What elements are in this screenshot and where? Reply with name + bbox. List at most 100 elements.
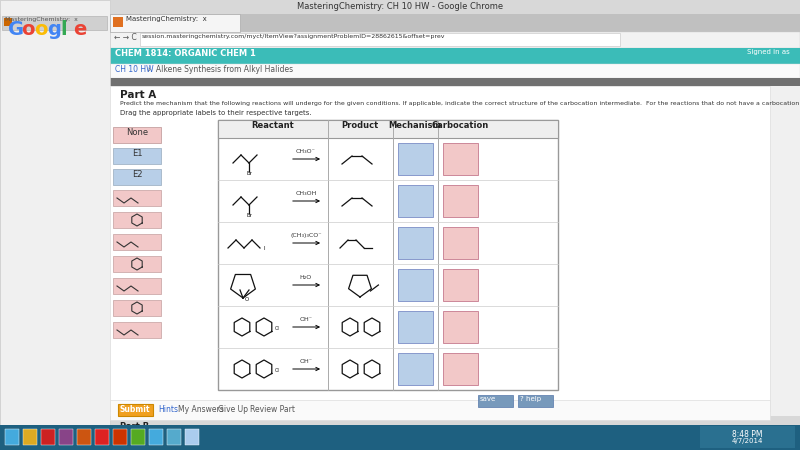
Text: 8:48 PM: 8:48 PM [732, 430, 762, 439]
Bar [398, 143, 433, 175]
Bar [0, 14, 110, 32]
Bar [443, 269, 478, 301]
Text: Carbocation: Carbocation [431, 121, 489, 130]
Text: E1: E1 [132, 149, 142, 158]
Bar [218, 120, 558, 138]
Text: o: o [21, 20, 34, 39]
Text: Drag the appropriate labels to their respective targets.: Drag the appropriate labels to their res… [120, 110, 312, 116]
Text: Submit: Submit [120, 405, 150, 414]
Text: Predict the mechanism that the following reactions will undergo for the given co: Predict the mechanism that the following… [120, 101, 800, 106]
Bar [41, 429, 55, 445]
Bar [443, 185, 478, 217]
Text: CH 10 HW: CH 10 HW [115, 65, 154, 74]
Text: OH⁻: OH⁻ [299, 359, 313, 364]
Text: save: save [480, 396, 496, 402]
Text: Hints: Hints [158, 405, 178, 414]
Text: I: I [263, 246, 265, 251]
Bar [0, 425, 800, 450]
Bar [113, 429, 127, 445]
Bar [398, 227, 433, 259]
Text: MasteringChemistry:  x: MasteringChemistry: x [5, 17, 78, 22]
Bar [218, 120, 558, 390]
Bar [59, 429, 73, 445]
Bar [113, 256, 161, 272]
Text: ? help: ? help [520, 396, 541, 402]
Bar [443, 353, 478, 385]
Bar [443, 227, 478, 259]
Text: MasteringChemistry:  x: MasteringChemistry: x [126, 16, 206, 22]
Bar [4, 18, 12, 26]
Bar [185, 429, 199, 445]
Bar [110, 78, 800, 86]
Text: Cl: Cl [275, 327, 280, 332]
Bar [518, 395, 553, 407]
Text: o: o [34, 20, 47, 39]
Bar [113, 234, 161, 250]
Text: H₂O: H₂O [300, 275, 312, 280]
Bar [110, 86, 800, 416]
Text: Product: Product [342, 121, 378, 130]
Text: None: None [126, 128, 148, 137]
Bar [110, 86, 770, 411]
Bar [110, 64, 800, 78]
Bar [118, 404, 153, 416]
Bar [110, 400, 770, 420]
Bar [113, 127, 161, 143]
Text: Cl: Cl [275, 369, 280, 373]
Bar [113, 278, 161, 294]
Bar [113, 169, 161, 185]
Bar [113, 17, 123, 27]
Bar [443, 311, 478, 343]
Bar [398, 311, 433, 343]
Bar [443, 143, 478, 175]
Text: e: e [73, 20, 86, 39]
Text: Mechanism: Mechanism [389, 121, 442, 130]
Text: G: G [8, 20, 24, 39]
Text: MasteringChemistry: CH 10 HW - Google Chrome: MasteringChemistry: CH 10 HW - Google Ch… [297, 2, 503, 11]
Bar [398, 353, 433, 385]
Bar [398, 269, 433, 301]
Bar [113, 190, 161, 206]
Bar [0, 0, 800, 14]
Text: CH₃O⁻: CH₃O⁻ [296, 149, 316, 154]
Text: Signed in as: Signed in as [747, 49, 790, 55]
Text: ›  Alkene Synthesis from Alkyl Halides: › Alkene Synthesis from Alkyl Halides [148, 65, 293, 74]
Bar [140, 33, 620, 46]
Bar [5, 429, 19, 445]
Text: OH⁻: OH⁻ [299, 317, 313, 322]
Text: My Answers: My Answers [178, 405, 224, 414]
Text: g: g [47, 20, 61, 39]
Text: CHEM 1814: ORGANIC CHEM 1: CHEM 1814: ORGANIC CHEM 1 [115, 49, 256, 58]
Bar [0, 14, 800, 32]
Text: Part A: Part A [120, 90, 156, 100]
Text: 4/7/2014: 4/7/2014 [732, 438, 763, 444]
Text: l: l [60, 20, 66, 39]
Bar [131, 429, 145, 445]
Text: CH₃OH: CH₃OH [295, 191, 317, 196]
Bar [700, 426, 795, 448]
Text: O: O [245, 297, 249, 302]
Text: E2: E2 [132, 170, 142, 179]
Bar [77, 429, 91, 445]
Text: Br: Br [246, 171, 252, 176]
Text: Reactant: Reactant [252, 121, 294, 130]
Bar [478, 395, 513, 407]
Bar [110, 48, 800, 64]
Bar [95, 429, 109, 445]
Text: session.masteringchemistry.com/myct/ItemView?assignmentProblemID=28862615&offset: session.masteringchemistry.com/myct/Item… [142, 34, 446, 39]
Text: Review Part: Review Part [250, 405, 295, 414]
Bar [110, 14, 240, 32]
Bar [113, 322, 161, 338]
Bar [110, 32, 800, 48]
Bar [0, 0, 110, 425]
Text: Br: Br [246, 213, 252, 218]
Bar [398, 185, 433, 217]
Text: Part B: Part B [120, 422, 149, 431]
Bar [23, 429, 37, 445]
Bar [167, 429, 181, 445]
Bar [113, 212, 161, 228]
Bar [113, 300, 161, 316]
Text: ← → C: ← → C [114, 33, 137, 42]
Bar [113, 148, 161, 164]
Bar [2, 16, 107, 30]
